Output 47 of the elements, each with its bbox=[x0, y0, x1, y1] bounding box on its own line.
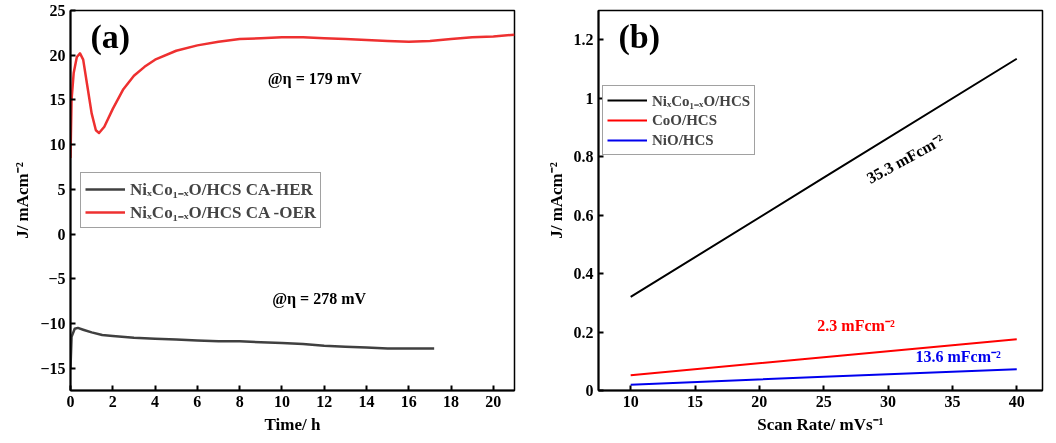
x-tick-label: 6 bbox=[193, 392, 202, 410]
x-tick-label: 40 bbox=[1008, 392, 1025, 410]
x-tick-label: 12 bbox=[316, 392, 333, 410]
y-tick-label: −5 bbox=[48, 270, 66, 288]
x-tick-label: 14 bbox=[358, 392, 375, 410]
annotation: @η = 278 mV bbox=[272, 289, 367, 308]
annotation: 13.6 mFcm⁻² bbox=[915, 347, 1002, 365]
annotation: @η = 179 mV bbox=[267, 69, 363, 88]
x-tick-label: 20 bbox=[485, 392, 502, 410]
x-tick-label: 20 bbox=[751, 392, 768, 410]
x-tick-label: 30 bbox=[880, 392, 897, 410]
annotation: 2.3 mFcm⁻² bbox=[817, 316, 895, 334]
x-tick-label: 35 bbox=[944, 392, 961, 410]
legend-label: NiₓCo₁₋ₓO/HCS bbox=[652, 92, 751, 110]
x-tick-label: 4 bbox=[151, 392, 160, 410]
x-tick-label: 16 bbox=[400, 392, 417, 410]
y-tick-label: 0 bbox=[57, 225, 66, 243]
y-tick-label: 0.6 bbox=[573, 206, 594, 224]
y-tick-label: 0.8 bbox=[573, 148, 594, 166]
x-tick-label: 18 bbox=[443, 392, 460, 410]
x-tick-label: 15 bbox=[687, 392, 704, 410]
y-tick-label: 10 bbox=[49, 136, 66, 154]
y-axis-title: J/ mAcm⁻² bbox=[546, 162, 566, 239]
chart-title: (b) bbox=[618, 17, 661, 56]
legend-label: CoO/HCS bbox=[652, 111, 718, 129]
y-tick-label: 1.2 bbox=[573, 31, 594, 49]
y-axis-title: J/ mAcm⁻² bbox=[13, 162, 33, 239]
x-tick-label: 25 bbox=[815, 392, 832, 410]
y-tick-label: −10 bbox=[40, 314, 66, 332]
x-axis-title: Time/ h bbox=[264, 414, 321, 434]
y-tick-label: 15 bbox=[49, 91, 66, 109]
x-tick-label: 10 bbox=[622, 392, 639, 410]
legend-label: NiₓCo₁₋ₓO/HCS CA-HER bbox=[130, 179, 313, 200]
x-tick-label: 10 bbox=[273, 392, 290, 410]
y-tick-label: 20 bbox=[49, 46, 66, 64]
y-tick-label: 25 bbox=[49, 2, 66, 19]
y-tick-label: −15 bbox=[40, 359, 66, 377]
x-axis-title: Scan Rate/ mVs⁻¹ bbox=[757, 414, 884, 434]
legend-label: NiₓCo₁₋ₓO/HCS CA -OER bbox=[130, 202, 317, 223]
y-tick-label: 5 bbox=[57, 180, 66, 198]
y-tick-label: 0.4 bbox=[573, 265, 594, 283]
legend-label: NiO/HCS bbox=[652, 131, 714, 149]
x-tick-label: 2 bbox=[108, 392, 117, 410]
x-tick-label: 8 bbox=[235, 392, 244, 410]
y-tick-label: 0.2 bbox=[573, 323, 594, 341]
chart-title: (a) bbox=[90, 17, 131, 56]
y-tick-label: 1 bbox=[585, 89, 594, 107]
